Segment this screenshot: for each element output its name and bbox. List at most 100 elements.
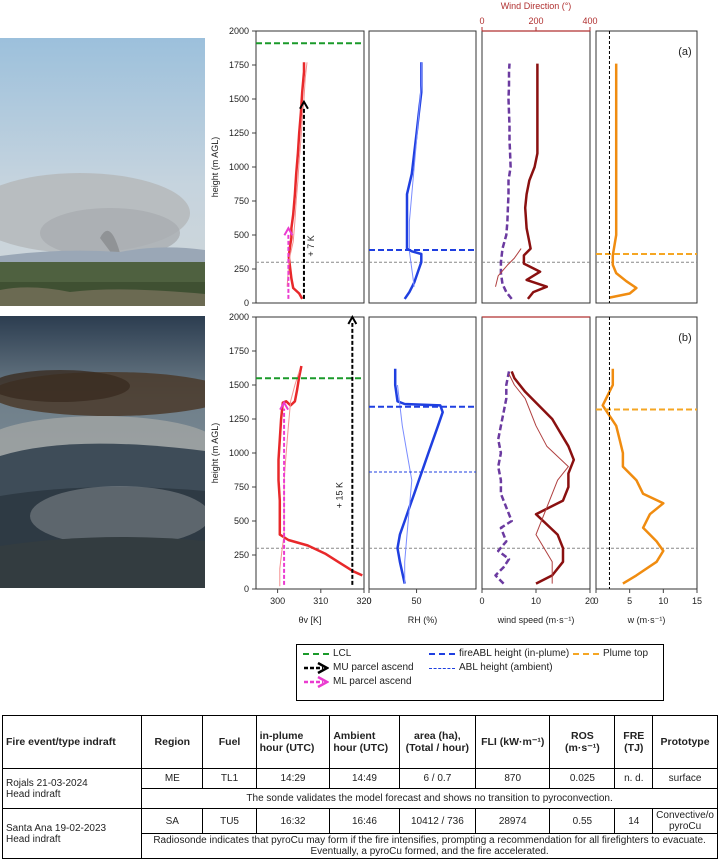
delta-theta-label: + 15 K [334, 482, 344, 508]
legend-ml-label: ML parcel ascend [333, 676, 412, 687]
wind-direction-label: Wind Direction (°) [501, 1, 572, 11]
delta-theta-label: + 7 K [306, 235, 316, 256]
note-cell: The sonde validates the model forecast a… [141, 788, 718, 809]
wind-direction-tick-label: 200 [528, 16, 543, 26]
table-row: Santa Ana 19-02-2023 Head indraft SA TU5 … [1, 808, 718, 859]
series-line [494, 371, 513, 585]
prototype-cell: surface [652, 768, 718, 789]
series-line [609, 63, 638, 299]
event-type: Head indraft [6, 788, 61, 800]
y-tick-label: 0 [244, 584, 249, 594]
y-tick-label: 1250 [229, 128, 249, 138]
ros-cell: 0.025 [549, 768, 616, 789]
x-axis-label: wind speed (m·s⁻¹) [497, 615, 575, 625]
legend-plume-label: Plume top [603, 648, 649, 659]
legend-plume: Plume top [573, 648, 648, 660]
event-type: Head indraft [6, 833, 61, 845]
region-cell: ME [141, 768, 204, 789]
header-ros: ROS (m·s⁻¹) [549, 715, 616, 769]
table-header-row: Fire event/type indraft Region Fuel in-p… [1, 715, 718, 769]
y-tick-label: 1500 [229, 94, 249, 104]
fre-cell: n. d. [614, 768, 654, 789]
x-tick-label: 10 [531, 596, 541, 606]
header-fli: FLI (kW·m⁻¹) [475, 715, 551, 769]
x-tick-label: 50 [412, 596, 422, 606]
y-tick-label: 2000 [229, 26, 249, 36]
ml-parcel-arrow-head [283, 226, 294, 236]
x-tick-label: 10 [658, 596, 668, 606]
y-tick-label: 750 [234, 482, 249, 492]
x-tick-label: 5 [627, 596, 632, 606]
x-axis-label: θv [K] [298, 615, 321, 625]
x-tick-label: 0 [593, 596, 598, 606]
fre-cell: 14 [614, 808, 654, 834]
legend-abl-label: ABL height (ambient) [459, 662, 553, 673]
x-axis-label: w (m·s⁻¹) [627, 615, 666, 625]
header-event: Fire event/type indraft [1, 715, 143, 769]
legend-ml: ML parcel ascend [303, 676, 412, 688]
subplot-frame [368, 316, 477, 590]
legend-mu-label: MU parcel ascend [333, 662, 414, 673]
ambient-cell: 14:49 [329, 768, 400, 789]
series-line [522, 63, 549, 300]
series-line [499, 63, 513, 300]
area-cell: 6 / 0.7 [398, 768, 477, 789]
figure-legend: LCL MU parcel ascend ML parcel ascend fi… [296, 644, 664, 701]
series-line [601, 368, 665, 585]
y-tick-label: 2000 [229, 312, 249, 322]
pink-arrow-icon [304, 676, 329, 688]
header-area: area (ha), (Total / hour) [398, 715, 477, 769]
table-row: Rojals 21-03-2024 Head indraft ME TL1 14:… [1, 768, 718, 809]
fuel-cell: TU5 [202, 808, 257, 834]
series-line [286, 62, 308, 287]
series-line [508, 373, 569, 584]
y-tick-label: 1250 [229, 414, 249, 424]
header-ambient: Ambient hour (UTC) [329, 715, 400, 769]
legend-lcl: LCL [303, 648, 351, 660]
y-tick-label: 0 [244, 298, 249, 308]
x-tick-label: 0 [366, 596, 371, 606]
inplume-cell: 14:29 [255, 768, 331, 789]
x-tick-label: 320 [356, 596, 371, 606]
prototype-cell: Convective/o pyroCu [652, 808, 718, 834]
table-note-row: Radiosonde indicates that pyroCu may for… [3, 833, 718, 859]
santa-ana-fire-photo [0, 316, 205, 588]
ambient-cell: 16:46 [329, 808, 400, 834]
x-tick-label: 15 [692, 596, 702, 606]
y-tick-label: 1000 [229, 162, 249, 172]
y-tick-label: 250 [234, 264, 249, 274]
legend-mu: MU parcel ascend [303, 662, 414, 674]
fli-cell: 870 [475, 768, 551, 789]
legend-abl: ABL height (ambient) [429, 662, 553, 674]
black-arrow-icon [304, 662, 329, 674]
subplot-frame [255, 316, 365, 590]
y-axis-label: height (m AGL) [210, 423, 220, 484]
header-fuel: Fuel [202, 715, 257, 769]
series-line [287, 62, 306, 300]
wind-direction-tick-label: 400 [582, 16, 597, 26]
x-tick-label: 300 [270, 596, 285, 606]
rojals-fire-photo [0, 38, 205, 306]
x-tick-label: 0 [479, 596, 484, 606]
photo-column [0, 0, 210, 600]
event-cell: Rojals 21-03-2024 Head indraft [1, 768, 143, 809]
y-tick-label: 250 [234, 550, 249, 560]
fire-events-table: Fire event/type indraft Region Fuel in-p… [1, 715, 718, 859]
series-line [408, 62, 422, 287]
header-fre: FRE (TJ) [614, 715, 654, 769]
x-axis-label: RH (%) [408, 615, 438, 625]
legend-fireabl: fireABL height (in-plume) [429, 648, 569, 660]
series-line [510, 370, 576, 585]
y-tick-label: 500 [234, 516, 249, 526]
header-region: Region [141, 715, 204, 769]
fli-cell: 28974 [475, 808, 551, 834]
series-line [495, 248, 522, 287]
event-cell: Santa Ana 19-02-2023 Head indraft [1, 808, 143, 859]
region-cell: SA [141, 808, 204, 834]
fuel-cell: TL1 [202, 768, 257, 789]
subplot-frame [255, 30, 365, 304]
mu-parcel-arrow-head [347, 314, 358, 325]
wind-direction-tick-label: 0 [479, 16, 484, 26]
series-line [397, 384, 413, 584]
